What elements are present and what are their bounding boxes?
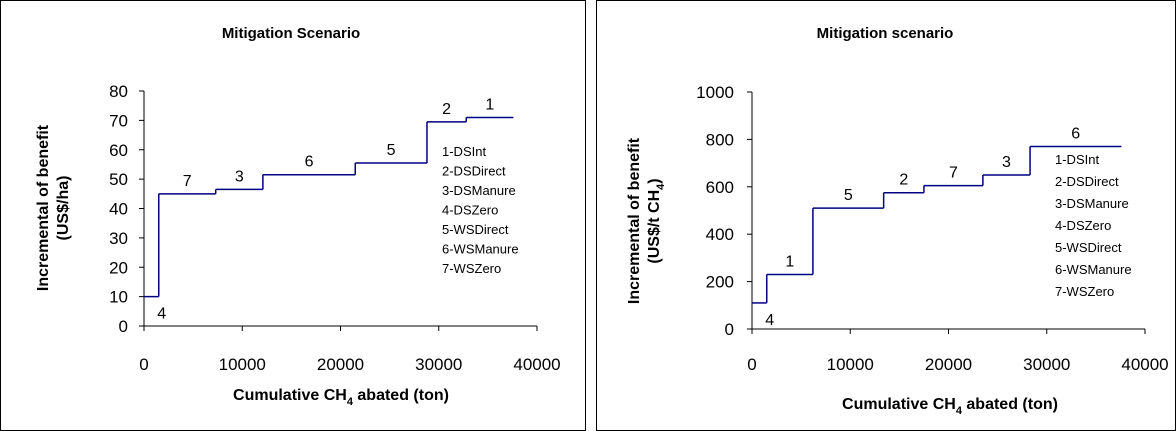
x-tick-label: 30000 (1023, 355, 1070, 374)
y-tick-label: 0 (119, 317, 128, 336)
y-tick-label: 400 (706, 225, 734, 244)
x-tick-label: 30000 (415, 355, 462, 374)
chart-panel-left: Mitigation Scenario Incremental of benef… (0, 0, 586, 431)
step-label: 6 (1071, 126, 1080, 143)
legend-item: 5-WSDirect (442, 222, 509, 237)
step-label: 3 (235, 168, 244, 185)
legend-item: 3-DSManure (442, 183, 516, 198)
y-axis-label-line1: Incremental of benefit (35, 124, 52, 291)
chart-left: Mitigation Scenario Incremental of benef… (35, 25, 561, 408)
y-axis-label-line1: Incremental of benefit (626, 137, 643, 304)
legend-item: 4-DSZero (1055, 218, 1111, 233)
step-label: 6 (305, 154, 314, 171)
step-labels: 4 1 5 2 7 3 6 (765, 126, 1080, 329)
y-tick-label: 70 (109, 111, 128, 130)
step-series (144, 116, 514, 298)
legend-item: 7-WSZero (1055, 284, 1114, 299)
y-axis-label: Incremental of benefit (US$/ha) (35, 124, 72, 291)
step-labels: 4 7 3 6 5 2 1 (157, 96, 494, 322)
chart-right: Mitigation scenario Incremental of benef… (626, 25, 1169, 417)
step-label: 4 (765, 312, 774, 329)
y-ticks: 0 200 400 600 800 1000 (696, 83, 752, 339)
legend-item: 6-WSManure (442, 242, 519, 257)
y-ticks: 0 10 20 30 40 50 60 70 80 (109, 82, 144, 336)
step-label: 1 (485, 96, 494, 113)
y-tick-label: 10 (109, 288, 128, 307)
x-axis-label: Cumulative CH4 abated (ton) (233, 387, 449, 408)
step-series (752, 145, 1122, 304)
step-label: 2 (899, 172, 908, 189)
legend-item: 2-DSDirect (1055, 174, 1119, 189)
y-tick-label: 600 (706, 178, 734, 197)
chart-panel-right: Mitigation scenario Incremental of benef… (596, 0, 1176, 431)
x-tick-label: 40000 (1121, 355, 1168, 374)
step-label: 4 (157, 306, 166, 323)
x-tick-label: 40000 (513, 355, 560, 374)
step-label: 7 (183, 173, 192, 190)
x-tick-label: 20000 (925, 355, 972, 374)
y-tick-label: 1000 (696, 83, 734, 102)
x-tick-label: 10000 (219, 355, 266, 374)
step-label: 5 (844, 187, 853, 204)
y-tick-label: 20 (109, 258, 128, 277)
legend: 1-DSInt 2-DSDirect 3-DSManure 4-DSZero 5-WSD… (1055, 152, 1132, 299)
step-label: 1 (785, 253, 794, 270)
legend-item: 7-WSZero (442, 261, 501, 276)
legend-item: 2-DSDirect (442, 164, 506, 179)
step-label: 5 (387, 142, 396, 159)
y-tick-label: 50 (109, 170, 128, 189)
legend: 1-DSInt 2-DSDirect 3-DSManure 4-DSZero 5-WSD… (442, 144, 519, 276)
x-ticks: 0 10000 20000 30000 40000 (139, 326, 561, 374)
x-tick-label: 0 (139, 355, 148, 374)
legend-item: 6-WSManure (1055, 262, 1132, 277)
x-ticks: 0 10000 20000 30000 40000 (747, 329, 1169, 374)
legend-item: 1-DSInt (442, 144, 486, 159)
y-tick-label: 200 (706, 273, 734, 292)
legend-item: 4-DSZero (442, 203, 498, 218)
y-tick-label: 60 (109, 141, 128, 160)
legend-item: 3-DSManure (1055, 196, 1129, 211)
y-tick-label: 0 (725, 320, 734, 339)
y-axis-label: Incremental of benefit (US$/t CH4) (626, 137, 667, 304)
y-tick-label: 80 (109, 82, 128, 101)
step-label: 7 (949, 165, 958, 182)
chart-title: Mitigation Scenario (222, 25, 360, 42)
y-axis-label-line2: (US$/ha) (55, 176, 72, 241)
x-tick-label: 0 (747, 355, 756, 374)
y-axis-label-line2: (US$/t CH4) (646, 178, 667, 263)
step-label: 3 (1002, 154, 1011, 171)
x-axis-label: Cumulative CH4 abated (ton) (842, 396, 1058, 417)
y-tick-label: 40 (109, 200, 128, 219)
y-tick-label: 30 (109, 229, 128, 248)
step-label: 2 (442, 101, 451, 118)
legend-item: 5-WSDirect (1055, 240, 1122, 255)
y-tick-label: 800 (706, 130, 734, 149)
x-tick-label: 20000 (317, 355, 364, 374)
x-tick-label: 10000 (827, 355, 874, 374)
legend-item: 1-DSInt (1055, 152, 1099, 167)
chart-title: Mitigation scenario (817, 25, 954, 42)
